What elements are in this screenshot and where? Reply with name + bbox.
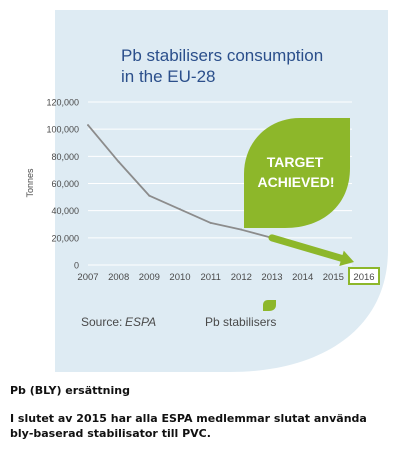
x-tick-labels: 2007 2008 2009 2010 2011 2012 2013 2014 2015 2016 — [77, 267, 380, 285]
y-tick-label: 60,000 — [51, 179, 79, 189]
x-tick-label: 2013 — [261, 272, 282, 283]
data-point — [240, 228, 243, 231]
projection-arrow-head — [339, 250, 354, 266]
y-tick-label: 80,000 — [51, 152, 79, 162]
data-point — [148, 194, 151, 197]
x-tick-label: 2012 — [231, 272, 252, 283]
projection-arrow-shaft — [268, 234, 346, 262]
x-tick-label: 2007 — [77, 272, 98, 283]
highlight-box — [348, 267, 380, 285]
x-tick-label: 2014 — [292, 272, 313, 283]
y-tick-label: 100,000 — [46, 125, 79, 135]
y-tick-label: 0 — [74, 261, 79, 271]
caption: Pb (BLY) ersättning I slutet av 2015 har… — [10, 384, 390, 441]
y-tick-label: 40,000 — [51, 206, 79, 216]
target-badge-line-1: TARGET — [267, 154, 324, 170]
chart-title-line-2: in the EU-28 — [121, 67, 216, 86]
chart-background-shape — [55, 10, 388, 372]
series-layer — [87, 124, 354, 266]
caption-heading: Pb (BLY) ersättning — [10, 384, 130, 397]
x-tick-label: 2009 — [139, 272, 160, 283]
x-tick-label: 2016 — [353, 272, 374, 283]
chart-figure: Pb stabilisers consumption in the EU-28 … — [25, 10, 388, 372]
y-axis-label: Tonnes — [25, 168, 35, 198]
legend-leaf-icon — [263, 300, 276, 311]
data-point — [117, 160, 120, 163]
x-tick-label: 2011 — [200, 272, 220, 283]
chart-title-line-1: Pb stabilisers consumption — [121, 46, 323, 65]
target-badge: TARGET ACHIEVED! — [244, 118, 350, 228]
x-tick-label: 2010 — [169, 272, 190, 283]
caption-text: I slutet av 2015 har alla ESPA medlemmar… — [10, 412, 367, 440]
y-tick-label: 20,000 — [51, 233, 79, 243]
y-tick-label: 120,000 — [46, 98, 79, 108]
target-badge-leaf — [244, 118, 350, 228]
legend-label: Pb stabilisers — [205, 315, 276, 329]
source-value: ESPA — [125, 315, 156, 329]
x-tick-label: 2015 — [323, 272, 344, 283]
data-point — [179, 208, 181, 211]
target-badge-line-2: ACHIEVED! — [257, 174, 334, 190]
source-label: Source: — [81, 315, 122, 329]
x-tick-label: 2008 — [108, 272, 129, 283]
data-point — [87, 124, 89, 127]
data-point — [209, 221, 212, 224]
y-tick-labels: 120,000 100,000 80,000 60,000 40,000 20,000 0 — [46, 98, 79, 271]
